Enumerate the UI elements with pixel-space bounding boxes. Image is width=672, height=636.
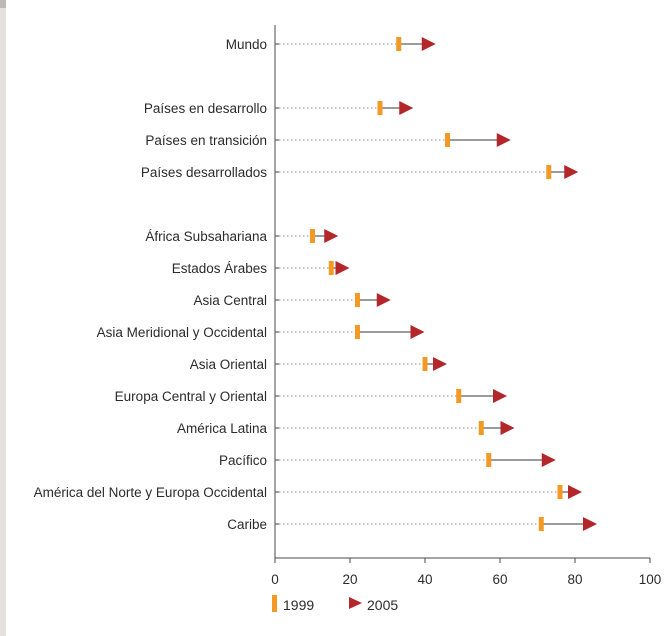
marker-2005 [399,101,414,115]
category-label: Países desarrollados [141,165,267,180]
category-label: Pacífico [219,453,267,468]
marker-2005 [541,453,556,467]
chart-panel [6,0,672,636]
dotted-leaders [279,43,560,525]
marker-1999 [538,517,544,531]
category-label: Asia Central [193,293,267,308]
marker-1999 [445,133,450,147]
category-labels: Mundo Países en desarrollo Países en trans… [34,37,268,532]
category-label: Asia Meridional y Occidental [97,325,267,340]
category-label: Asia Oriental [190,357,267,372]
marker-1999 [377,101,383,115]
category-label: Países en transición [145,133,267,148]
marker-2005 [421,37,436,51]
marker-2005 [376,293,391,307]
marker-2005 [583,517,597,531]
category-label: Europa Central y Oriental [115,389,267,404]
marker-2005 [433,357,447,371]
category-label: África Subsahariana [145,229,267,244]
marker-2005 [500,421,515,435]
marker-1999 [396,37,402,51]
marker-1999 [328,261,334,275]
marker-1999 [355,293,360,307]
marker-2005 [410,325,425,339]
marker-2005 [493,389,507,403]
legend: 1999 2005 [272,595,398,613]
x-tick-label: 20 [342,572,357,587]
x-tick-label: 0 [271,572,279,587]
axis: 0 20 40 60 80 100 [271,25,661,587]
legend-marker-2005 [349,597,362,609]
category-label: Mundo [226,37,267,52]
x-tick-label: 80 [567,572,582,587]
category-label: Estados Árabes [172,261,268,276]
marker-2005 [564,165,579,179]
marker-2005 [324,229,339,243]
category-label: Países en desarrollo [144,101,267,116]
legend-label-2005: 2005 [367,597,398,613]
marker-2005 [496,133,511,147]
category-label: Caribe [227,517,267,532]
legend-marker-1999 [272,595,277,612]
category-label: América Latina [177,421,268,436]
x-tick-label: 60 [492,572,507,587]
marker-1999 [486,453,492,467]
marker-2005 [568,485,582,499]
legend-label-1999: 1999 [283,597,314,613]
marker-1999 [355,325,360,339]
category-label: América del Norte y Europa Occidental [34,485,267,500]
marker-1999 [310,229,315,243]
marker-1999 [546,165,552,179]
x-tick-label: 40 [417,572,432,587]
data-marks [310,37,597,531]
marker-1999 [456,389,462,403]
x-tick-label: 100 [639,572,662,587]
marker-1999 [422,357,428,371]
marker-1999 [557,485,563,499]
marker-1999 [478,421,484,435]
marker-2005 [335,261,350,275]
